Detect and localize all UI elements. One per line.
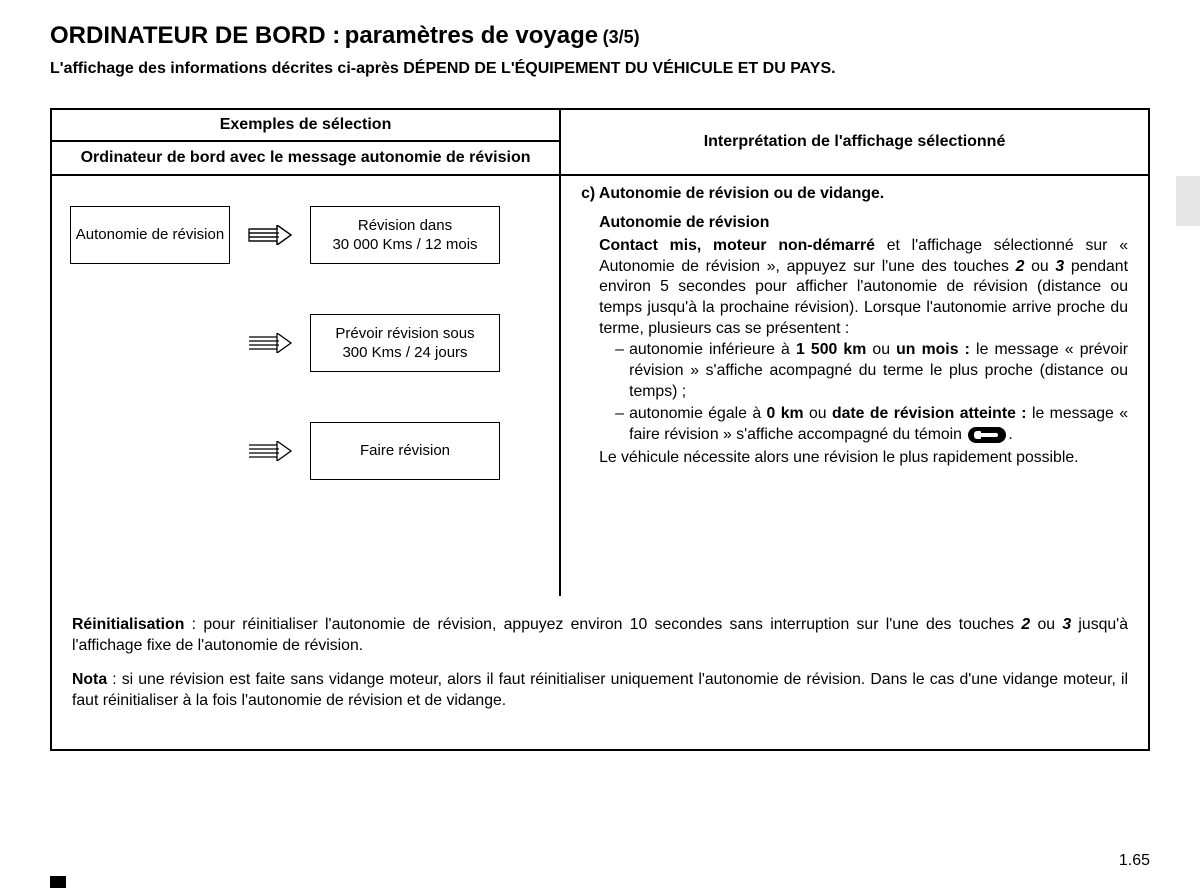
list-item-1: autonomie inférieure à 1 500 km ou un mo… [615, 340, 1128, 403]
arrow-2 [230, 333, 310, 353]
main-table: Exemples de sélection Ordinateur de bord… [50, 108, 1150, 751]
interpretation-paragraph-1: Contact mis, moteur non-démarré et l'aff… [599, 236, 1128, 340]
interpretation-list: autonomie inférieure à 1 500 km ou un mo… [599, 340, 1128, 446]
li2-b: 0 km [767, 405, 804, 422]
diagram-row-1: Autonomie de révision Révision dans 30 0… [70, 206, 541, 264]
title-sub: paramètres de voyage [345, 22, 598, 49]
box2-line2: 30 000 Kms / 12 mois [332, 235, 477, 255]
reinit-key3: 3 [1062, 616, 1071, 633]
nota-note: Nota : si une révision est faite sans vi… [72, 669, 1128, 712]
nota-text: : si une révision est faite sans vidange… [72, 671, 1128, 709]
li1-c: ou [866, 341, 896, 358]
table-header-row: Exemples de sélection Ordinateur de bord… [52, 110, 1148, 176]
arrow-1 [230, 225, 310, 245]
reinit-note: Réinitialisation : pour réinitialiser l'… [72, 614, 1128, 657]
arrow-3 [230, 441, 310, 461]
header-interpretation: Interprétation de l'affichage sélectionn… [704, 133, 1006, 151]
header-examples: Exemples de sélection [52, 110, 559, 142]
reinit-a: : pour réinitialiser l'autonomie de révi… [184, 616, 1021, 633]
wrench-icon [968, 427, 1006, 443]
table-body-row: Autonomie de révision Révision dans 30 0… [52, 176, 1148, 596]
box-prevoir-revision: Prévoir révision sous 300 Kms / 24 jours [310, 314, 500, 372]
p1-key3: 3 [1055, 258, 1064, 275]
li2-f: . [1008, 426, 1012, 443]
p1-d: ou [1024, 258, 1055, 275]
interpretation-paragraph-2: Le véhicule nécessite alors une révision… [599, 448, 1128, 469]
page-title: ORDINATEUR DE BORD : paramètres de voyag… [50, 22, 1150, 50]
title-page-indicator: (3/5) [603, 27, 640, 47]
subtitle: L'affichage des informations décrites ci… [50, 60, 1150, 78]
box-faire-revision: Faire révision [310, 422, 500, 480]
list-item-2: autonomie égale à 0 km ou date de révisi… [615, 404, 1128, 446]
thumb-tab [1176, 176, 1200, 226]
reinit-label: Réinitialisation [72, 616, 184, 633]
diagram-panel: Autonomie de révision Révision dans 30 0… [52, 176, 561, 596]
box2-line1: Révision dans [332, 216, 477, 236]
li2-d: date de révision atteinte : [832, 405, 1027, 422]
reinit-key2: 2 [1021, 616, 1030, 633]
section-c-title: c) Autonomie de révision ou de vidange. [581, 184, 1128, 205]
p1-bold: Contact mis, moteur non-démarré [599, 237, 875, 254]
li1-d: un mois : [896, 341, 970, 358]
arrow-icon [247, 225, 293, 245]
table-header-left: Exemples de sélection Ordinateur de bord… [52, 110, 561, 176]
arrow-icon [247, 333, 293, 353]
box-autonomie: Autonomie de révision [70, 206, 230, 264]
page-number: 1.65 [1119, 852, 1150, 870]
li2-a: autonomie égale à [629, 405, 766, 422]
diagram-row-3: Faire révision [70, 422, 541, 480]
sub-heading: Autonomie de révision [599, 213, 1128, 234]
reinit-c: ou [1030, 616, 1062, 633]
header-computer-message: Ordinateur de bord avec le message auton… [52, 142, 559, 174]
box3-line2: 300 Kms / 24 jours [335, 343, 474, 363]
arrow-icon [247, 441, 293, 461]
li1-b: 1 500 km [796, 341, 866, 358]
title-main: ORDINATEUR DE BORD : [50, 22, 340, 49]
corner-mark [50, 876, 66, 888]
nota-label: Nota [72, 671, 107, 688]
table-header-right: Interprétation de l'affichage sélectionn… [561, 110, 1148, 176]
box3-line1: Prévoir révision sous [335, 324, 474, 344]
diagram-row-2: Prévoir révision sous 300 Kms / 24 jours [70, 314, 541, 372]
box-revision-dans: Révision dans 30 000 Kms / 12 mois [310, 206, 500, 264]
li1-a: autonomie inférieure à [629, 341, 796, 358]
footer-notes: Réinitialisation : pour réinitialiser l'… [52, 596, 1148, 749]
interpretation-panel: c) Autonomie de révision ou de vidange. … [561, 176, 1148, 596]
li2-c: ou [804, 405, 832, 422]
